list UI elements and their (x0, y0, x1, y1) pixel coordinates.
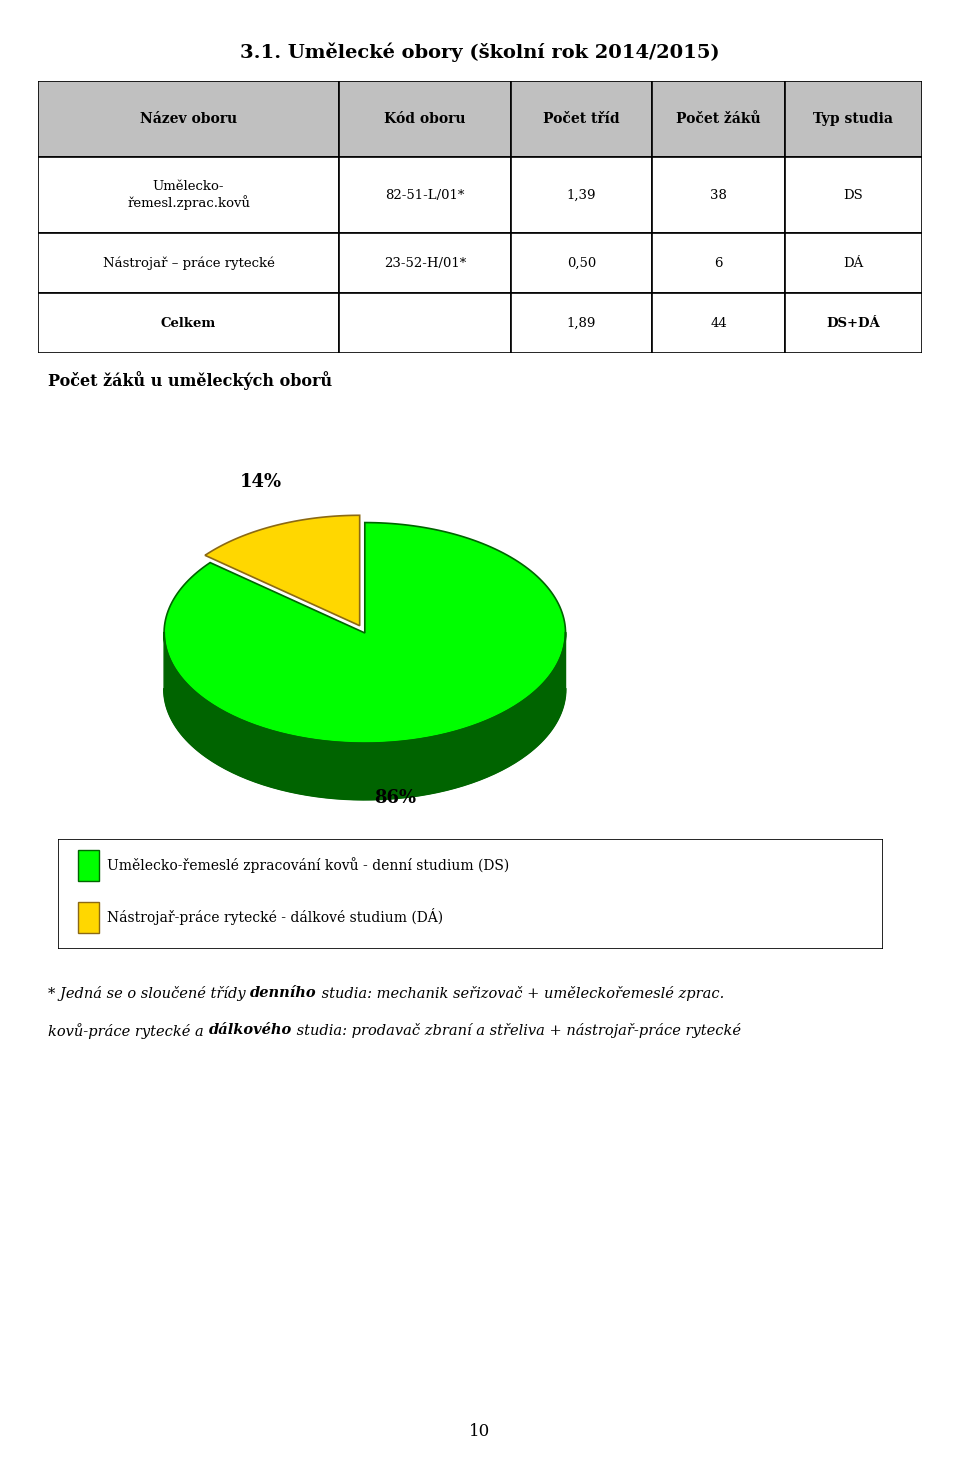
Text: 6: 6 (714, 258, 723, 269)
Bar (784, 81, 922, 158)
Text: studia: prodavač zbraní a střeliva + nástrojař-práce rytecké: studia: prodavač zbraní a střeliva + nás… (292, 1023, 740, 1038)
Text: DS+DÁ: DS+DÁ (827, 316, 880, 330)
Polygon shape (205, 515, 360, 626)
Text: 1,39: 1,39 (566, 188, 596, 202)
Text: Nástrojař-práce rytecké - dálkové studium (DÁ): Nástrojař-práce rytecké - dálkové studiu… (108, 908, 444, 924)
Text: dálkového: dálkového (208, 1023, 292, 1038)
Bar (652, 158, 784, 234)
Text: 10: 10 (469, 1422, 491, 1440)
Bar (652, 293, 784, 353)
Bar (339, 81, 511, 158)
Bar (652, 81, 784, 158)
Bar (784, 158, 922, 234)
Bar (784, 234, 922, 293)
Text: Název oboru: Název oboru (140, 112, 237, 127)
Text: * Jedná se o sloučené třídy: * Jedná se o sloučené třídy (48, 986, 251, 1001)
Text: studia: mechanik seřizovač + uměleckořemeslé zprac.: studia: mechanik seřizovač + uměleckořem… (317, 986, 724, 1001)
Bar (78, 902, 99, 933)
Bar (38, 293, 339, 353)
Bar (339, 234, 511, 293)
Text: DÁ: DÁ (843, 258, 863, 269)
Text: Umělecko-
řemesl.zprac.kovů: Umělecko- řemesl.zprac.kovů (127, 180, 250, 210)
Bar (38, 234, 339, 293)
Text: Typ studia: Typ studia (813, 112, 893, 127)
Bar (38, 81, 339, 158)
Text: Počet žáků: Počet žáků (676, 112, 760, 127)
Text: 44: 44 (710, 316, 727, 330)
Bar (511, 81, 652, 158)
Bar (38, 158, 339, 234)
Text: DS: DS (843, 188, 863, 202)
Polygon shape (164, 523, 565, 743)
Bar (511, 234, 652, 293)
Bar (511, 293, 652, 353)
Text: Nástrojař – práce rytecké: Nástrojař – práce rytecké (103, 256, 275, 271)
Bar (339, 293, 511, 353)
Text: denního: denního (251, 986, 317, 1001)
Text: 0,50: 0,50 (567, 258, 596, 269)
Bar (784, 293, 922, 353)
Text: 23-52-H/01*: 23-52-H/01* (384, 258, 466, 269)
Text: 38: 38 (710, 188, 727, 202)
Text: Počet tříd: Počet tříd (543, 112, 620, 127)
Text: Počet žáků u uměleckých oborů: Počet žáků u uměleckých oborů (48, 371, 332, 390)
Bar (652, 234, 784, 293)
Text: 82-51-L/01*: 82-51-L/01* (385, 188, 465, 202)
Text: Celkem: Celkem (161, 316, 216, 330)
Text: Umělecko-řemeslé zpracování kovů - denní studium (DS): Umělecko-řemeslé zpracování kovů - denní… (108, 858, 510, 873)
Bar (339, 158, 511, 234)
Text: 1,89: 1,89 (567, 316, 596, 330)
Bar (78, 849, 99, 880)
Polygon shape (164, 633, 565, 799)
Text: 14%: 14% (239, 474, 281, 492)
Text: kovů-práce rytecké a: kovů-práce rytecké a (48, 1023, 208, 1039)
Text: Kód oboru: Kód oboru (384, 112, 466, 127)
Text: 3.1. Umělecké obory (školní rok 2014/2015): 3.1. Umělecké obory (školní rok 2014/201… (240, 43, 720, 62)
Bar (511, 158, 652, 234)
Text: 86%: 86% (373, 789, 416, 807)
